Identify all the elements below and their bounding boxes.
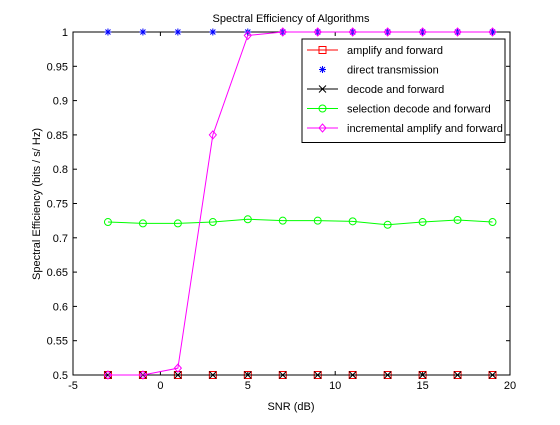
- data-point: [488, 27, 497, 37]
- data-point: [104, 28, 112, 36]
- chart-title: Spectral Efficiency of Algorithms: [213, 13, 370, 25]
- data-point: [173, 219, 182, 228]
- y-tick-label: 1: [62, 27, 68, 39]
- data-point: [208, 218, 217, 227]
- y-tick-label: 0.6: [53, 301, 68, 313]
- x-tick-label: 0: [157, 380, 163, 392]
- data-point: [313, 27, 322, 37]
- data-point: [488, 371, 497, 379]
- data-point: [138, 219, 147, 228]
- y-tick-label: 0.95: [47, 61, 68, 73]
- data-point: [243, 30, 252, 41]
- legend-marker: [319, 66, 326, 73]
- legend-label: incremental amplify and forward: [347, 123, 503, 135]
- data-point: [313, 216, 322, 225]
- data-point: [208, 130, 218, 140]
- data-point: [348, 371, 357, 379]
- data-point: [174, 371, 182, 379]
- data-point: [278, 27, 287, 37]
- x-tick-label: 15: [416, 380, 428, 392]
- y-tick-label: 0.9: [53, 96, 68, 108]
- x-tick-label: -5: [68, 380, 78, 392]
- data-point: [488, 218, 497, 227]
- series-line: [107, 218, 493, 226]
- legend-label: selection decode and forward: [347, 104, 491, 116]
- data-point: [348, 27, 357, 37]
- data-point: [418, 371, 427, 379]
- data-point: [243, 215, 252, 224]
- data-point: [453, 371, 462, 379]
- legend-marker: [318, 123, 327, 133]
- legend-entry: direct transmission: [319, 65, 439, 77]
- legend-label: amplify and forward: [347, 45, 443, 57]
- data-point: [208, 371, 217, 379]
- data-point: [383, 220, 392, 229]
- series-layer: [103, 27, 497, 380]
- data-point: [139, 28, 147, 36]
- data-point: [453, 27, 462, 37]
- legend-box: [301, 38, 506, 143]
- series-incremental-amplify-and-forward: [103, 27, 497, 380]
- y-tick-label: 0.55: [47, 336, 68, 348]
- y-tick-label: 0.65: [47, 267, 68, 279]
- data-point: [243, 371, 252, 379]
- y-tick-label: 0.5: [53, 370, 68, 382]
- legend-entry: decode and forward: [307, 84, 444, 96]
- data-point: [383, 371, 392, 379]
- legend: amplify and forward direct transmission de…: [301, 38, 506, 143]
- y-axis-label: Spectral Efficiency (bits / s/ Hz): [31, 128, 43, 280]
- series-line: [107, 31, 493, 376]
- data-point: [418, 218, 427, 227]
- legend-marker: [318, 104, 327, 113]
- legend-marker: [318, 85, 327, 93]
- data-point: [209, 28, 217, 36]
- legend-label: direct transmission: [347, 65, 439, 77]
- x-tick-label: 20: [504, 380, 516, 392]
- data-point: [173, 363, 183, 373]
- axis-ticks: -5 0 5 10 15 20 0.5 0.55 0.6 0.65 0.7 0.75 0.8 0.85 0.…: [47, 27, 517, 392]
- x-tick-label: 5: [245, 380, 251, 392]
- legend-marker: [318, 46, 327, 54]
- data-point: [418, 27, 427, 37]
- x-tick-label: 10: [329, 380, 341, 392]
- data-point: [278, 371, 287, 379]
- data-point: [103, 370, 113, 380]
- data-point: [174, 28, 182, 36]
- y-tick-label: 0.75: [47, 199, 68, 211]
- data-point: [383, 27, 392, 37]
- series-selection-decode-and-forward: [103, 215, 497, 229]
- legend-entry: incremental amplify and forward: [307, 123, 503, 135]
- data-point: [453, 215, 462, 224]
- data-point: [348, 217, 357, 226]
- data-point: [103, 218, 112, 227]
- legend-entry: amplify and forward: [307, 45, 443, 57]
- x-axis-label: SNR (dB): [267, 401, 314, 413]
- y-tick-label: 0.7: [53, 233, 68, 245]
- y-tick-label: 0.85: [47, 130, 68, 142]
- data-point: [138, 370, 148, 380]
- legend-label: decode and forward: [347, 84, 444, 96]
- data-point: [278, 216, 287, 225]
- legend-entry: selection decode and forward: [307, 104, 491, 116]
- data-point: [313, 371, 322, 379]
- series-decode-and-forward: [104, 371, 497, 379]
- y-tick-label: 0.8: [53, 164, 68, 176]
